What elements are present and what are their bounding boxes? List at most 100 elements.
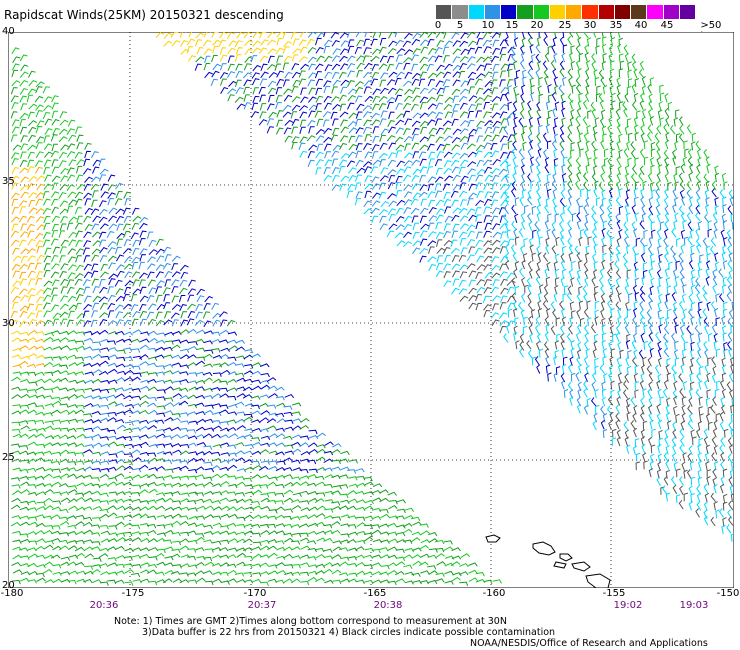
wind-barb <box>92 240 102 247</box>
wind-barb <box>601 43 607 54</box>
wind-barb <box>379 509 389 514</box>
wind-barb <box>492 158 501 166</box>
wind-barb <box>178 387 189 392</box>
wind-barb <box>623 221 629 231</box>
wind-barb <box>553 355 558 366</box>
wind-barb <box>19 506 30 511</box>
wind-barb <box>435 199 445 207</box>
wind-barb <box>364 499 374 505</box>
wind-barb <box>702 308 708 318</box>
wind-barb <box>123 376 134 382</box>
wind-barb <box>188 279 196 287</box>
lat-label-25: 25 <box>2 452 15 463</box>
wind-barb <box>658 276 663 286</box>
wind-barb <box>74 561 85 566</box>
wind-barb <box>66 128 75 135</box>
wind-barb <box>578 92 583 102</box>
wind-barb <box>18 239 27 247</box>
wind-barb <box>483 264 492 271</box>
wind-barb <box>35 81 45 88</box>
wind-barb <box>674 140 679 151</box>
wind-barb <box>711 188 717 198</box>
wind-barb <box>284 444 294 449</box>
wind-barb <box>300 96 309 104</box>
wind-barb <box>156 548 166 554</box>
wind-barb <box>529 44 534 54</box>
wind-barb <box>83 330 93 336</box>
wind-barb <box>259 78 267 86</box>
wind-barb <box>559 300 565 311</box>
wind-barb <box>139 483 150 488</box>
wind-barb <box>316 448 326 454</box>
wind-barb <box>155 311 163 319</box>
wind-barb <box>600 139 605 150</box>
wind-barb <box>19 278 27 286</box>
wind-barb <box>203 62 211 71</box>
wind-barb <box>27 70 36 78</box>
wind-barb <box>576 171 581 182</box>
wind-barb <box>267 481 277 487</box>
wind-barb <box>283 489 294 495</box>
wind-barb <box>403 62 411 70</box>
wind-barb <box>180 420 190 425</box>
wind-barb <box>275 427 285 432</box>
wind-barb <box>66 184 75 191</box>
wind-barb <box>642 420 648 430</box>
wind-barb <box>84 565 94 570</box>
wind-barb <box>196 555 206 561</box>
wind-barb <box>99 286 108 294</box>
wind-barb <box>20 425 30 430</box>
wind-barb <box>521 37 526 48</box>
wind-barb <box>606 405 613 416</box>
wind-barb <box>236 552 246 558</box>
wind-barb <box>403 184 412 191</box>
wind-barb <box>51 396 61 402</box>
wind-barb <box>673 173 678 183</box>
wind-barb <box>705 413 711 423</box>
wind-barb <box>252 553 263 559</box>
wind-barb <box>124 404 135 409</box>
wind-barb <box>697 268 703 278</box>
wind-barb <box>364 481 374 486</box>
wind-barb <box>500 287 509 295</box>
wind-barb <box>43 294 52 302</box>
wind-barb <box>59 370 70 375</box>
wind-barb <box>212 578 222 583</box>
wind-barb <box>695 212 701 222</box>
wind-barb <box>606 204 612 215</box>
wind-barb <box>100 191 109 198</box>
wind-barb <box>387 491 397 496</box>
wind-barb <box>138 409 149 415</box>
wind-barb <box>283 411 293 417</box>
wind-barb <box>656 380 661 390</box>
wind-barb <box>355 570 366 576</box>
wind-barb <box>194 39 203 47</box>
wind-barb <box>58 160 67 168</box>
wind-barb <box>20 143 28 151</box>
wind-barb <box>609 356 614 367</box>
wind-barb <box>250 111 260 118</box>
wind-barb <box>362 55 370 63</box>
wind-barb <box>420 198 427 207</box>
wind-barb <box>435 136 444 143</box>
wind-barb <box>467 104 476 112</box>
wind-barb <box>681 316 686 327</box>
wind-barb <box>84 419 95 424</box>
wind-barb <box>499 240 509 247</box>
lat-label-40: 40 <box>2 26 15 37</box>
wind-barb <box>704 189 710 199</box>
wind-barb <box>84 224 93 231</box>
wind-barb <box>412 222 420 231</box>
wind-barb <box>698 406 703 416</box>
wind-barb <box>27 88 36 95</box>
wind-barb <box>688 397 693 407</box>
wind-barb <box>154 419 165 424</box>
wind-barb <box>451 166 460 174</box>
wind-barb <box>235 372 245 378</box>
wind-barb <box>561 308 566 318</box>
wind-barb <box>521 293 526 303</box>
wind-barb <box>66 174 76 182</box>
wind-barb <box>124 569 135 574</box>
wind-barb <box>308 522 319 527</box>
wind-barb <box>124 369 134 375</box>
